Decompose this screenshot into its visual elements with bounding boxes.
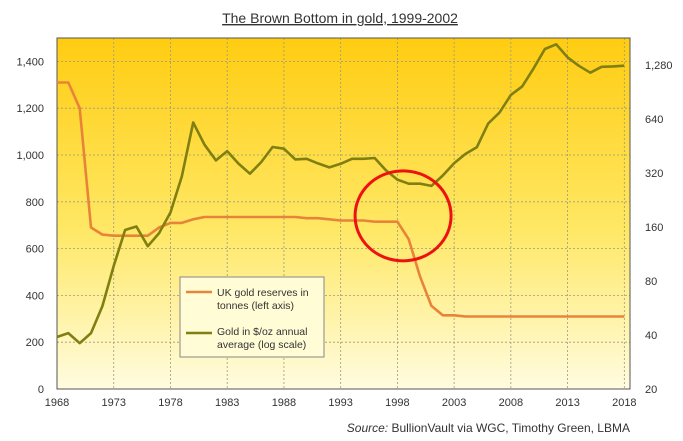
right-tick-label: 640 (645, 114, 663, 126)
plot-frame (56, 37, 631, 390)
plot-area (57, 38, 630, 389)
right-tick-label: 160 (645, 222, 663, 234)
right-tick-label: 320 (645, 168, 663, 180)
x-tick-label: 2008 (499, 397, 523, 409)
x-tick-label: 1988 (272, 397, 296, 409)
legend: UK gold reserves in tonnes (left axis) G… (179, 276, 325, 358)
left-tick-label: 0 (38, 384, 44, 396)
uk-reserves-line (57, 81, 625, 318)
x-axis-tick-labels: 1968 1973 1978 1983 1988 1993 1998 2003 2008 2013… (45, 397, 637, 409)
left-tick-label: 1,200 (16, 103, 44, 115)
left-tick-label: 400 (26, 290, 44, 302)
x-tick-label: 2018 (612, 397, 636, 409)
right-tick-label: 80 (645, 276, 657, 288)
chart-title: The Brown Bottom in gold, 1999-2002 (222, 10, 458, 26)
left-tick-label: 600 (26, 244, 44, 256)
legend-box (179, 276, 325, 358)
x-tick-label: 1983 (215, 397, 239, 409)
x-tick-label: 2013 (555, 397, 579, 409)
source-label: Source: (347, 421, 388, 435)
x-tick-label: 1968 (45, 397, 69, 409)
right-tick-label: 1,280 (645, 60, 673, 72)
gold-price-line (56, 42, 625, 345)
left-tick-label: 1,400 (16, 56, 44, 68)
legend-label-uk-reserves-line1: UK gold reserves in (217, 287, 309, 299)
source-text: BullionVault via WGC, Timothy Green, LBM… (388, 421, 630, 435)
legend-label-gold-price-line1: Gold in $/oz annual (217, 326, 307, 338)
source-note: Source: BullionVault via WGC, Timothy Gr… (347, 421, 630, 435)
left-tick-label: 800 (26, 197, 44, 209)
left-axis-tick-labels: 0 200 400 600 800 1,000 1,200 1,400 (16, 56, 44, 396)
x-tick-label: 1993 (328, 397, 352, 409)
right-tick-label: 20 (645, 384, 657, 396)
x-tick-label: 1978 (158, 397, 182, 409)
x-tick-label: 2003 (442, 397, 466, 409)
left-tick-label: 1,000 (16, 150, 44, 162)
right-tick-label: 40 (645, 330, 657, 342)
x-tick-label: 1998 (385, 397, 409, 409)
legend-label-uk-reserves-line2: tonnes (left axis) (217, 300, 294, 312)
left-tick-label: 200 (26, 337, 44, 349)
x-tick-label: 1973 (101, 397, 125, 409)
legend-label-gold-price-line2: average (log scale) (217, 339, 306, 351)
annotation-circle (353, 169, 453, 263)
right-axis-tick-labels: 20 40 80 160 320 640 1,280 (645, 60, 673, 396)
